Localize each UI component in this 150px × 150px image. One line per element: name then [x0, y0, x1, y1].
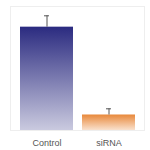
svg-text:siRNA: siRNA [96, 138, 122, 148]
svg-text:Control: Control [32, 138, 61, 148]
